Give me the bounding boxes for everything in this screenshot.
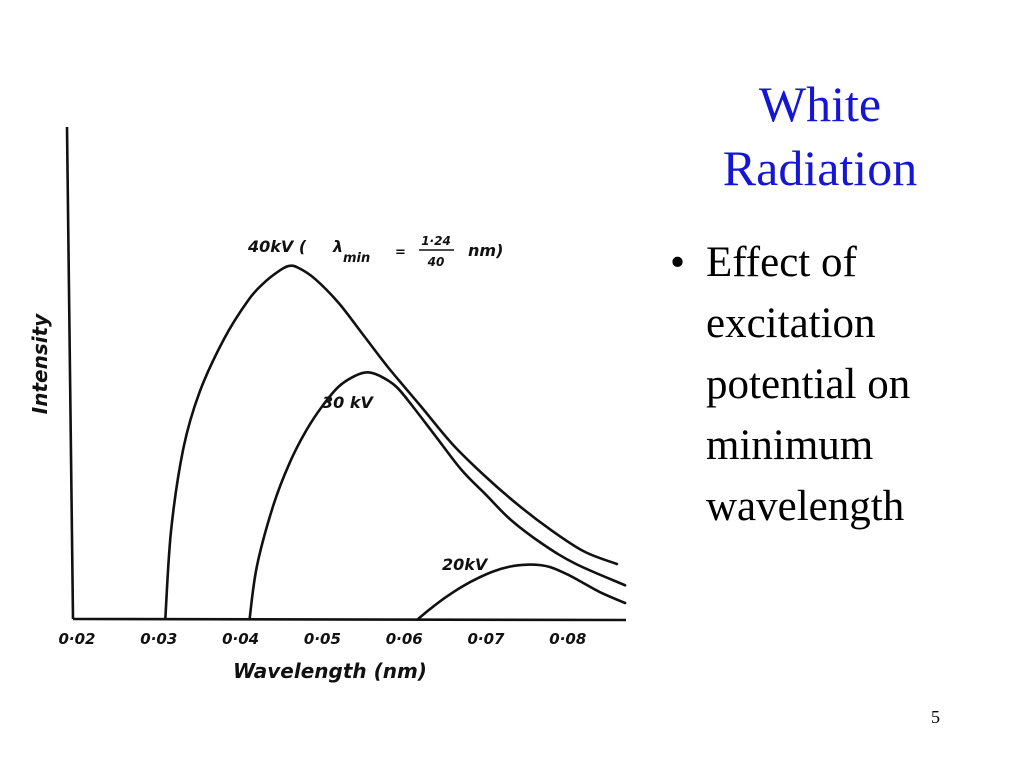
slide-number: 5 xyxy=(931,707,940,727)
bullet-list: • Effect of excitation potential on mini… xyxy=(668,232,1008,537)
curve-20kv xyxy=(416,563,627,621)
x-tick-label: 0·08 xyxy=(549,630,586,648)
curve-30kv xyxy=(248,371,627,621)
series-label-40kv-numerator: 1·24 xyxy=(421,234,451,248)
bullet-item: • Effect of excitation potential on mini… xyxy=(668,232,1008,537)
series-label-40kv-prefix: 40kV ( xyxy=(247,237,307,256)
bullet-marker: • xyxy=(670,239,686,286)
curve-40kv xyxy=(164,264,619,621)
y-axis-line xyxy=(65,126,75,620)
bullet-line-5: wavelength xyxy=(706,483,905,530)
x-tick-label: 0·05 xyxy=(304,630,341,648)
x-tick-label: 0·06 xyxy=(386,630,423,648)
bullet-line-1: Effect of xyxy=(706,239,857,286)
x-tick-labels-group: 0·02 0·03 0·04 0·05 0·06 0·07 0·08 xyxy=(58,630,586,648)
series-label-30kv: 30 kV xyxy=(322,393,374,412)
bullet-line-3: potential on xyxy=(706,361,911,408)
x-tick-label: 0·03 xyxy=(140,630,177,648)
bullet-line-2: excitation xyxy=(706,300,876,347)
series-label-40kv-lambda: λ xyxy=(332,237,343,256)
series-label-20kv: 20kV xyxy=(442,555,489,574)
x-tick-label: 0·07 xyxy=(467,630,505,648)
chart: 0·02 0·03 0·04 0·05 0·06 0·07 0·08 Wavelength … xyxy=(28,126,627,683)
y-axis-label: Intensity xyxy=(28,313,52,414)
series-label-40kv: 40kV ( λ min = 1·24 40 nm) xyxy=(247,234,503,269)
slide-title-line-1: White xyxy=(758,76,882,132)
slide-title: White Radiation xyxy=(690,72,950,200)
series-label-40kv-suffix: nm) xyxy=(468,241,503,260)
x-axis-label: Wavelength (nm) xyxy=(233,659,427,683)
x-axis-line xyxy=(72,617,627,622)
bullet-line-4: minimum xyxy=(706,422,874,469)
slide-title-line-2: Radiation xyxy=(722,140,918,196)
series-label-40kv-equals: = xyxy=(395,245,406,260)
x-tick-label: 0·02 xyxy=(58,630,95,648)
x-tick-label: 0·04 xyxy=(222,630,259,648)
series-label-40kv-denominator: 40 xyxy=(427,255,445,269)
series-label-40kv-subscript: min xyxy=(343,251,370,266)
curves-group xyxy=(164,264,627,621)
